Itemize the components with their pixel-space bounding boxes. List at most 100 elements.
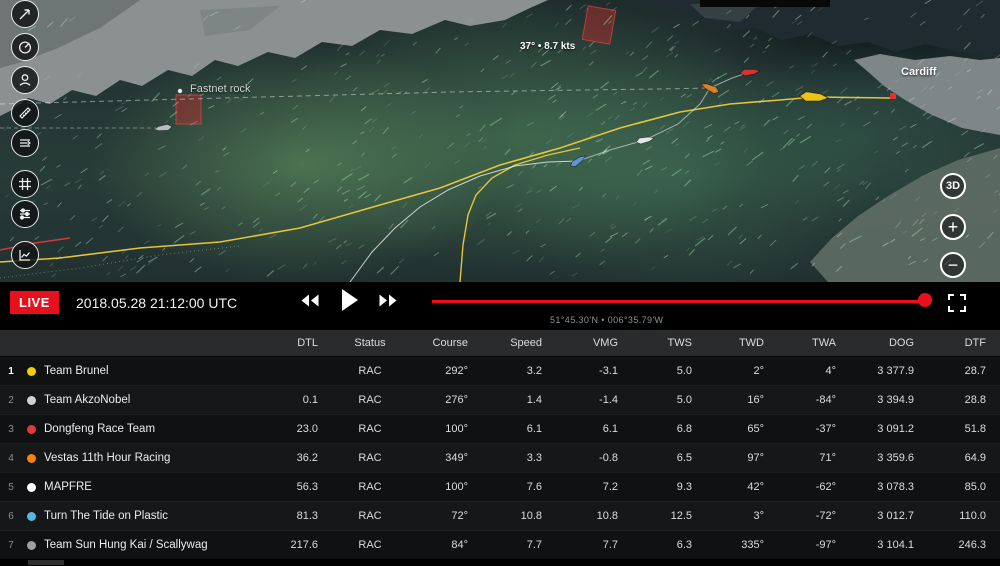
wind-particle [5, 194, 9, 198]
wind-particle [492, 55, 499, 61]
timeline-bar: LIVE 2018.05.28 21:12:00 UTC 51°45.30'N … [0, 282, 1000, 330]
wind-particle [575, 252, 581, 258]
cursor-coordinates: 51°45.30'N • 006°35.79'W [550, 315, 664, 325]
wind-particle [208, 105, 215, 109]
wind-particle [596, 138, 603, 143]
wind-particle [840, 122, 846, 127]
track-white-2 [577, 71, 751, 162]
toolbar-ruler-button[interactable] [11, 99, 39, 127]
wind-particle [933, 210, 939, 215]
wind-particle [305, 148, 310, 153]
wind-particle [714, 161, 721, 166]
wind-particle [653, 189, 659, 195]
toolbar-gauge-button[interactable] [11, 33, 39, 61]
wind-particle [635, 72, 643, 77]
wind-particle [136, 191, 143, 198]
wind-particle [538, 256, 545, 263]
boat-mapfre[interactable] [635, 135, 655, 145]
wind-particle [874, 150, 879, 154]
wind-particle [886, 87, 891, 92]
team-color-dot [26, 540, 36, 550]
boat-dongfeng[interactable] [739, 68, 761, 77]
wind-particle [632, 101, 637, 106]
wind-particle [892, 136, 898, 141]
wind-particle [930, 74, 937, 78]
fullscreen-button[interactable] [947, 293, 967, 313]
wind-particle [797, 20, 803, 26]
live-badge[interactable]: LIVE [10, 291, 59, 314]
table-row[interactable]: 2 Team AkzoNobel 0.1 RAC 276° 1.4 -1.4 5.0 16° -8… [0, 386, 1000, 415]
boat-brunel[interactable] [798, 91, 830, 103]
wind-particle [234, 25, 241, 31]
wind-particle [252, 221, 260, 228]
wind-particle [674, 143, 680, 147]
cell-status: RAC [358, 394, 382, 406]
wind-particle [313, 179, 320, 184]
wind-particle [43, 202, 48, 206]
boat-turn-the-tide[interactable] [569, 153, 587, 168]
wind-particle [478, 136, 484, 143]
rewind-button[interactable] [300, 293, 320, 313]
wind-particle [375, 53, 380, 58]
wind-particle [567, 132, 574, 138]
boat-scallywag[interactable] [153, 124, 173, 132]
toolbar-chart-button[interactable] [11, 241, 39, 269]
table-row[interactable]: 4 Vestas 11th Hour Racing 36.2 RAC 349° 3.3 -0… [0, 444, 1000, 473]
wind-particle [336, 162, 342, 167]
play-button[interactable] [341, 288, 359, 317]
wind-particle [836, 164, 845, 170]
wind-particle [785, 98, 794, 108]
view-3d-button[interactable]: 3D [940, 173, 966, 199]
wind-particle [931, 237, 938, 242]
wind-particle [835, 138, 842, 143]
wind-particle [147, 256, 158, 263]
wind-particle [965, 234, 970, 238]
wind-particle [511, 90, 516, 96]
toolbar-wind-barb-button[interactable] [11, 0, 39, 28]
wind-particle [501, 74, 509, 80]
cell-vmg: -3.1 [599, 365, 618, 377]
wind-particle [788, 65, 795, 69]
cell-dtl: 23.0 [296, 423, 318, 435]
cell-dog: 3 012.7 [877, 510, 914, 522]
track-dotted [0, 245, 241, 279]
wind-particle [836, 168, 841, 173]
wind-particle [418, 133, 424, 139]
team-name: Team Brunel [44, 365, 109, 377]
table-row[interactable]: 3 Dongfeng Race Team 23.0 RAC 100° 6.1 6.1 6.8 6… [0, 415, 1000, 444]
boat-vestas[interactable] [700, 81, 721, 95]
table-row[interactable]: 7 Team Sun Hung Kai / Scallywag 217.6 RAC 84… [0, 531, 1000, 560]
cell-dtf: 28.8 [964, 394, 986, 406]
wind-particle [975, 0, 984, 7]
fast-forward-button[interactable] [378, 293, 398, 313]
table-row[interactable]: 1 Team Brunel RAC 292° 3.2 -3.1 5.0 2° 4° 3 377.9… [0, 357, 1000, 386]
toolbar-grid-button[interactable] [11, 170, 39, 198]
wind-particle [169, 111, 178, 118]
cell-dtl: 36.2 [296, 452, 318, 464]
cell-dtf: 246.3 [958, 539, 986, 551]
toolbar-driver-button[interactable] [11, 66, 39, 94]
toolbar-settings-sliders-button[interactable] [11, 200, 39, 228]
wind-particle [571, 203, 580, 209]
table-row[interactable]: 6 Turn The Tide on Plastic 81.3 RAC 72° 10.8 1… [0, 502, 1000, 531]
zoom-out-button[interactable]: − [940, 252, 966, 278]
timeline-scrubber-track[interactable] [432, 300, 930, 303]
wind-particle [121, 248, 128, 254]
wind-particle [531, 164, 537, 169]
map-canvas[interactable]: Fastnet rock Cardiff 37° • 8.7 kts [0, 0, 1000, 282]
wind-particle [666, 35, 674, 42]
wind-particle [517, 170, 523, 177]
cell-twa: -37° [815, 423, 836, 435]
wind-particle [368, 126, 375, 133]
wind-particle [854, 95, 860, 102]
wind-particle [172, 101, 179, 107]
timeline-scrubber-handle[interactable] [918, 293, 932, 307]
team-color-dot [26, 453, 36, 463]
wind-particle [299, 204, 307, 211]
toolbar-wind-layer-button[interactable] [11, 129, 39, 157]
cell-speed: 10.8 [520, 510, 542, 522]
wind-barb-icon [17, 6, 33, 22]
table-row[interactable]: 5 MAPFRE 56.3 RAC 100° 7.6 7.2 9.3 42° -62° 3 078.… [0, 473, 1000, 502]
zoom-in-button[interactable]: + [940, 214, 966, 240]
column-header-vmg: VMG [592, 337, 618, 349]
